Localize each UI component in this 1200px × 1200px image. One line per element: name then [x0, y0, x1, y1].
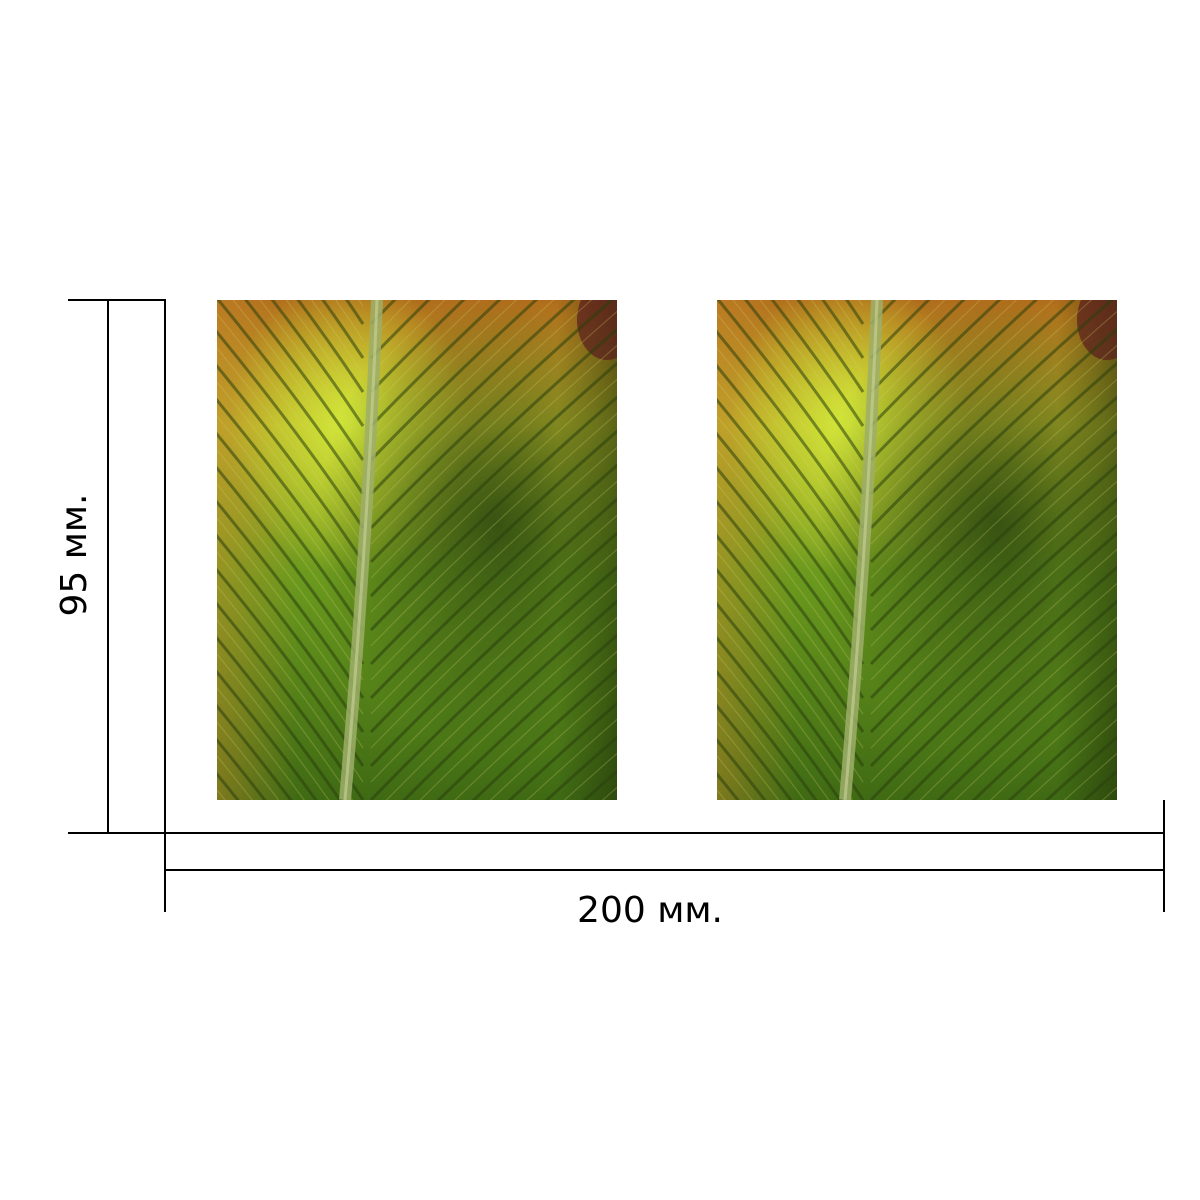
width-dim-left-tick: [164, 832, 166, 912]
leaf-photo-left: [217, 300, 617, 800]
height-dim-top-tick: [68, 299, 166, 301]
height-dim-bottom-tick: [68, 832, 166, 834]
width-dim-upper-line: [164, 832, 1165, 834]
height-dim-inner-line: [164, 299, 166, 834]
width-dim-right-tick: [1163, 800, 1165, 912]
height-dimension-label: 95 мм.: [54, 493, 95, 617]
width-dimension-label: 200 мм.: [577, 890, 723, 931]
leaf-photo-right: [717, 300, 1117, 800]
width-dim-line: [164, 869, 1165, 871]
height-dim-line: [107, 299, 109, 834]
